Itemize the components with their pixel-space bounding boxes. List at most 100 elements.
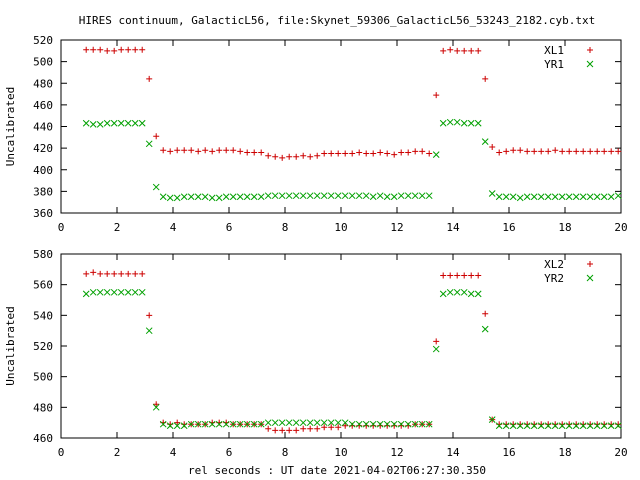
data-point <box>447 46 454 53</box>
x-tick-label: 0 <box>58 446 65 459</box>
y-tick-label: 480 <box>33 77 53 90</box>
data-point <box>96 288 104 296</box>
data-point <box>216 147 223 154</box>
data-point <box>384 150 391 157</box>
data-point <box>586 422 594 430</box>
data-point <box>446 118 454 126</box>
data-point <box>90 269 97 276</box>
data-point <box>271 419 279 427</box>
data-point <box>594 148 601 155</box>
data-point <box>257 193 265 201</box>
data-point <box>404 420 412 428</box>
data-point <box>265 152 272 159</box>
data-point <box>593 422 601 430</box>
data-point <box>502 422 510 430</box>
data-point <box>166 422 174 430</box>
data-point <box>195 148 202 155</box>
data-point <box>334 192 342 200</box>
data-point <box>313 419 321 427</box>
data-point <box>460 119 468 127</box>
x-tick-label: 10 <box>334 221 347 234</box>
data-point <box>264 192 272 200</box>
data-point <box>174 419 181 426</box>
data-point <box>258 149 265 156</box>
legend-marker <box>586 60 594 68</box>
data-point <box>397 420 405 428</box>
data-point <box>530 422 538 430</box>
data-point <box>314 425 321 432</box>
y-tick-label: 420 <box>33 142 53 155</box>
data-point <box>601 148 608 155</box>
data-point <box>390 420 398 428</box>
data-point <box>405 149 412 156</box>
data-point <box>418 420 426 428</box>
data-point <box>97 46 104 53</box>
data-point <box>474 290 482 298</box>
y-tick-label: 560 <box>33 279 53 292</box>
data-point <box>272 153 279 160</box>
data-point <box>83 46 90 53</box>
data-point <box>454 47 461 54</box>
x-tick-label: 4 <box>170 446 177 459</box>
y-axis-label: Uncalibrated <box>4 306 17 385</box>
data-point <box>509 422 517 430</box>
data-point <box>300 425 307 432</box>
data-point <box>544 193 552 201</box>
data-point <box>558 193 566 201</box>
data-point <box>411 420 419 428</box>
data-point <box>117 119 125 127</box>
y-tick-label: 380 <box>33 185 53 198</box>
y-tick-label: 540 <box>33 309 53 322</box>
data-point <box>194 193 202 201</box>
data-point <box>307 425 314 432</box>
x-tick-label: 6 <box>226 446 233 459</box>
legend-label: XL2 <box>544 258 564 271</box>
data-point <box>222 193 230 201</box>
x-tick-label: 8 <box>282 446 289 459</box>
data-point <box>292 419 300 427</box>
data-point <box>565 422 573 430</box>
x-tick-label: 8 <box>282 221 289 234</box>
data-point <box>89 288 97 296</box>
data-point <box>558 422 566 430</box>
x-tick-label: 16 <box>502 446 515 459</box>
data-point <box>188 147 195 154</box>
data-point <box>236 193 244 201</box>
data-point <box>600 422 608 430</box>
data-point <box>383 420 391 428</box>
data-point <box>461 47 468 54</box>
data-point <box>537 422 545 430</box>
series-XL1 <box>83 46 622 161</box>
x-tick-label: 18 <box>558 446 571 459</box>
data-point <box>481 138 489 145</box>
data-point <box>180 193 188 201</box>
x-tick-label: 4 <box>170 221 177 234</box>
data-point <box>341 192 349 200</box>
x-tick-label: 20 <box>614 221 627 234</box>
data-point <box>509 193 517 201</box>
data-point <box>139 270 146 277</box>
data-point <box>321 150 328 157</box>
data-point <box>187 193 195 201</box>
data-point <box>299 419 307 427</box>
y-tick-label: 460 <box>33 99 53 112</box>
data-point <box>355 420 363 428</box>
data-point <box>209 148 216 155</box>
data-point <box>418 192 426 200</box>
top-panel: 360 380 400 420 440 460 480 500 520 0 2 4 6 8 10 12 14 16… <box>4 34 628 234</box>
data-point <box>223 147 230 154</box>
data-point <box>243 193 251 201</box>
data-point <box>579 422 587 430</box>
data-point <box>181 147 188 154</box>
data-point <box>173 422 181 430</box>
data-point <box>286 153 293 160</box>
data-point <box>124 119 132 127</box>
data-point <box>279 427 286 434</box>
data-point <box>362 420 370 428</box>
data-point <box>146 312 153 319</box>
y-axis-label: Uncalibrated <box>4 87 17 166</box>
data-point <box>131 119 139 127</box>
data-point <box>327 192 335 200</box>
data-point <box>146 75 153 82</box>
data-point <box>537 193 545 201</box>
